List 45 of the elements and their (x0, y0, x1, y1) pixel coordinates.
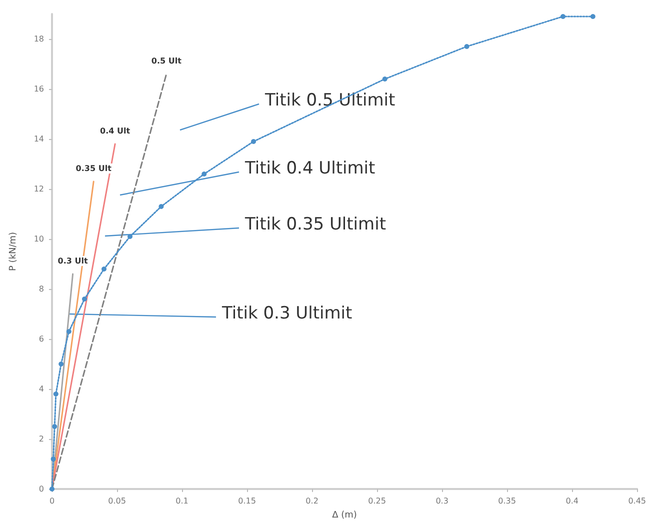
y-axis-title: P (kN/m) (8, 232, 18, 272)
point (102, 266, 107, 272)
point (52, 424, 58, 429)
x-tick-label: 0.2 (306, 496, 318, 506)
y-tick-label: 8 (38, 284, 44, 294)
point (50, 486, 54, 492)
series-label: 0.5 Ult (151, 56, 182, 66)
point (158, 204, 164, 209)
y-tick-label: 16 (34, 84, 44, 94)
point (251, 139, 256, 144)
x-tick-label: 0.1 (176, 496, 188, 506)
x-tick-label: 0.35 (498, 496, 516, 506)
annotation: Titik 0.35 Ultimit (244, 214, 386, 234)
point (53, 392, 58, 396)
annotation: Titik 0.5 Ultimit (264, 90, 396, 110)
point (202, 172, 207, 176)
y-tick-label: 14 (34, 134, 44, 144)
annotation: Titik 0.3 Ultimit (221, 304, 352, 324)
x-tick-label: 0.4 (566, 496, 578, 506)
x-tick-label: 0.15 (238, 496, 256, 506)
point (464, 44, 470, 49)
y-tick-label: 12 (34, 184, 44, 194)
point (58, 362, 64, 366)
point (82, 296, 88, 302)
point (560, 14, 566, 19)
x-tick-label: 0.3 (436, 496, 448, 506)
series-label: 0.4 Ult (100, 126, 130, 136)
x-axis-title: Δ (m) (332, 510, 357, 520)
y-tick-label: 10 (34, 234, 44, 244)
point (66, 329, 72, 334)
y-tick-label: 2 (38, 434, 44, 444)
x-tick-label: 0.05 (108, 496, 126, 506)
y-tick-label: 18 (34, 34, 44, 44)
y-tick-label: 0 (38, 484, 44, 494)
point (382, 76, 388, 82)
annotation: Titik 0.4 Ultimit (244, 158, 376, 178)
y-tick-label: 4 (38, 384, 44, 394)
x-tick-label: 0.45 (628, 496, 646, 506)
series-label: 0.3 Ult (58, 256, 88, 266)
x-tick-label: 0 (49, 496, 55, 506)
series-label: 0.35 Ult (76, 164, 112, 173)
x-tick-label: 0.25 (368, 496, 386, 506)
point (590, 14, 596, 19)
y-tick-label: 6 (38, 334, 44, 344)
point (50, 456, 56, 462)
